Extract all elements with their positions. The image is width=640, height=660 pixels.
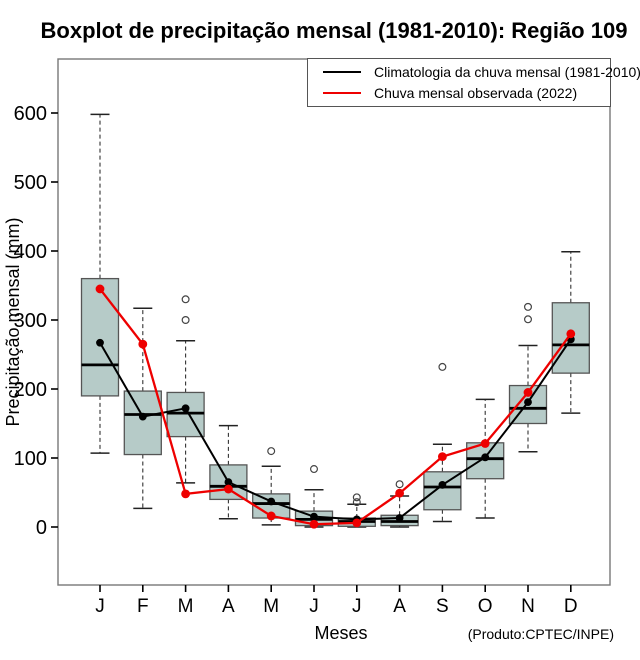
- x-tick-label: D: [564, 596, 578, 617]
- observed-point: [480, 439, 490, 448]
- observed-point: [95, 284, 105, 294]
- y-tick-label: 200: [14, 379, 47, 401]
- outlier-point: [181, 295, 190, 304]
- x-tick-label: J: [352, 596, 362, 617]
- observed-line-swatch: [323, 92, 361, 94]
- climatology-point: [524, 398, 532, 407]
- observed-point: [181, 489, 191, 499]
- x-tick-label: O: [478, 596, 493, 617]
- outlier-point: [395, 480, 404, 489]
- y-axis-title: Precipitação mensal (mm): [3, 217, 23, 426]
- chart-title: Boxplot de precipitação mensal (1981-201…: [40, 18, 628, 43]
- observed-line: [99, 288, 572, 526]
- outlier-point: [523, 302, 532, 311]
- x-tick-label: N: [521, 596, 535, 617]
- climatology-point: [310, 512, 318, 521]
- y-tick-label: 300: [14, 310, 47, 332]
- legend-item-climatology: Climatologia da chuva mensal (1981-2010): [308, 64, 640, 80]
- outlier-point: [438, 362, 447, 371]
- outlier-point: [352, 493, 361, 502]
- observed-point: [523, 388, 533, 397]
- observed-point: [438, 452, 447, 462]
- climatology-point: [267, 497, 276, 506]
- climatology-point: [481, 453, 490, 462]
- x-tick-label: S: [436, 596, 449, 617]
- observed-point: [395, 488, 404, 498]
- y-tick-label: 500: [14, 172, 47, 194]
- outlier-point: [181, 316, 190, 325]
- x-tick-label: M: [263, 596, 279, 617]
- box-F1: [123, 390, 162, 456]
- climatology-point: [438, 481, 447, 489]
- climatology-point: [138, 412, 147, 421]
- x-tick-label: A: [222, 596, 235, 617]
- credit-text: (Produto:CPTEC/INPE): [467, 626, 614, 642]
- climatology-point: [224, 478, 233, 487]
- y-tick-label: 600: [14, 103, 47, 125]
- observed-point: [266, 511, 276, 521]
- x-tick-label: J: [309, 596, 319, 617]
- observed-point: [566, 329, 576, 339]
- climatology-line: [99, 338, 572, 521]
- outlier-point: [267, 447, 276, 456]
- outlier-point: [523, 315, 532, 324]
- y-tick-label: 0: [36, 517, 47, 539]
- climatology-point: [96, 338, 104, 347]
- observed-point: [309, 519, 319, 529]
- legend-label-climatology: Climatologia da chuva mensal (1981-2010): [374, 64, 640, 80]
- y-tick-label: 100: [14, 448, 47, 470]
- y-tick-label: 400: [14, 241, 47, 263]
- climatology-point: [395, 514, 404, 522]
- observed-point: [352, 518, 362, 528]
- outlier-point: [310, 465, 319, 474]
- x-tick-label: A: [393, 596, 406, 617]
- outlier-point: [352, 498, 361, 507]
- box-J0: [80, 277, 120, 397]
- observed-point: [224, 484, 233, 494]
- legend-label-observed: Chuva mensal observada (2022): [374, 85, 578, 101]
- x-axis-title: Meses: [314, 623, 368, 643]
- legend-item-observed: Chuva mensal observada (2022): [308, 85, 610, 101]
- legend-box: Climatologia da chuva mensal (1981-2010)…: [307, 58, 640, 107]
- x-tick-label: M: [178, 596, 194, 617]
- x-tick-label: F: [137, 596, 149, 617]
- observed-point: [138, 339, 148, 349]
- climatology-point: [181, 404, 190, 413]
- x-tick-label: J: [95, 596, 105, 617]
- climatology-line-swatch: [323, 71, 361, 73]
